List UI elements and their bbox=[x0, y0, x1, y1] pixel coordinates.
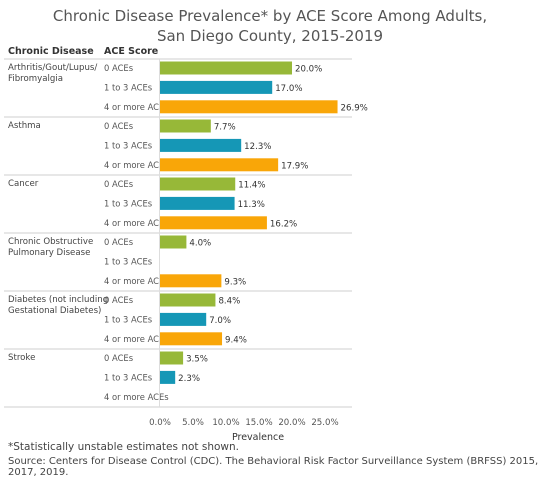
x-tick-label: 25.0% bbox=[311, 418, 338, 428]
ace-score-label: 4 or more ACEs bbox=[104, 102, 169, 112]
bar bbox=[160, 196, 235, 210]
x-tick-label: 0.0% bbox=[149, 418, 171, 428]
ace-score-label: 1 to 3 ACEs bbox=[104, 314, 152, 324]
disease-label: Cancer bbox=[8, 179, 39, 189]
bar-value-label: 8.4% bbox=[218, 297, 240, 307]
bar bbox=[160, 332, 223, 346]
ace-score-label: 0 ACEs bbox=[104, 237, 133, 247]
ace-score-label: 4 or more ACEs bbox=[104, 218, 169, 228]
chart-title-line1: Chronic Disease Prevalence* by ACE Score… bbox=[52, 7, 488, 25]
bar bbox=[160, 312, 207, 326]
disease-label: Gestational Diabetes) bbox=[8, 306, 101, 316]
disease-label: Stroke bbox=[8, 353, 35, 363]
bar bbox=[160, 100, 338, 114]
ace-column-header: ACE Score bbox=[104, 46, 159, 57]
bar bbox=[160, 158, 279, 172]
x-tick-label: 20.0% bbox=[278, 418, 305, 428]
ace-score-label: 1 to 3 ACEs bbox=[104, 140, 152, 150]
disease-label: Diabetes (not including bbox=[8, 295, 108, 305]
bar-value-label: 11.4% bbox=[238, 181, 265, 191]
x-axis-title: Prevalence bbox=[232, 432, 284, 443]
bar-value-label: 12.3% bbox=[244, 142, 271, 152]
bar bbox=[160, 177, 236, 191]
x-tick-label: 10.0% bbox=[212, 418, 239, 428]
ace-score-label: 0 ACEs bbox=[104, 63, 133, 73]
ace-score-label: 0 ACEs bbox=[104, 295, 133, 305]
bar bbox=[160, 138, 242, 152]
disease-label: Fibromyalgia bbox=[8, 74, 63, 84]
disease-label: Asthma bbox=[8, 121, 41, 131]
source-note: Source: Centers for Disease Control (CDC… bbox=[8, 456, 539, 478]
ace-score-label: 4 or more ACEs bbox=[104, 160, 169, 170]
bar-value-label: 7.0% bbox=[209, 316, 231, 326]
bar-value-label: 17.9% bbox=[281, 161, 308, 171]
ace-score-label: 4 or more ACEs bbox=[104, 334, 169, 344]
bar-value-label: 20.0% bbox=[295, 65, 322, 75]
chart-title: Chronic Disease Prevalence* by ACE Score… bbox=[0, 6, 540, 46]
disease-label: Chronic Obstructive bbox=[8, 237, 93, 247]
x-tick-label: 5.0% bbox=[182, 418, 204, 428]
bar bbox=[160, 216, 267, 230]
disease-label: Arthritis/Gout/Lupus/ bbox=[8, 63, 97, 73]
bar-value-label: 2.3% bbox=[178, 374, 200, 384]
bar-value-label: 9.4% bbox=[225, 335, 247, 345]
bar bbox=[160, 235, 187, 249]
bar-value-label: 16.2% bbox=[270, 219, 297, 229]
bar-value-label: 3.5% bbox=[186, 355, 208, 365]
bar bbox=[160, 351, 184, 365]
bar bbox=[160, 119, 211, 133]
bar-value-label: 11.3% bbox=[238, 200, 265, 210]
ace-score-label: 1 to 3 ACEs bbox=[104, 82, 152, 92]
bar-value-label: 9.3% bbox=[224, 277, 246, 287]
bar bbox=[160, 293, 216, 307]
bar bbox=[160, 80, 273, 94]
bar bbox=[160, 61, 292, 75]
bar bbox=[160, 274, 222, 288]
bar-value-label: 26.9% bbox=[341, 103, 368, 113]
chart-title-line2: San Diego County, 2015-2019 bbox=[156, 27, 384, 45]
ace-score-label: 1 to 3 ACEs bbox=[104, 256, 152, 266]
bar-value-label: 7.7% bbox=[214, 123, 236, 133]
disease-column-header: Chronic Disease bbox=[8, 46, 94, 57]
bar bbox=[160, 370, 176, 384]
ace-score-label: 0 ACEs bbox=[104, 179, 133, 189]
ace-score-label: 0 ACEs bbox=[104, 121, 133, 131]
x-tick-label: 15.0% bbox=[245, 418, 272, 428]
disease-label: Pulmonary Disease bbox=[8, 248, 90, 258]
ace-score-label: 1 to 3 ACEs bbox=[104, 198, 152, 208]
bar-value-label: 4.0% bbox=[189, 239, 211, 249]
ace-score-label: 4 or more ACEs bbox=[104, 276, 169, 286]
footnote: *Statistically unstable estimates not sh… bbox=[8, 441, 239, 453]
bar-value-label: 17.0% bbox=[275, 84, 302, 94]
ace-score-label: 0 ACEs bbox=[104, 353, 133, 363]
ace-score-label: 4 or more ACEs bbox=[104, 392, 169, 402]
ace-score-label: 1 to 3 ACEs bbox=[104, 372, 152, 382]
